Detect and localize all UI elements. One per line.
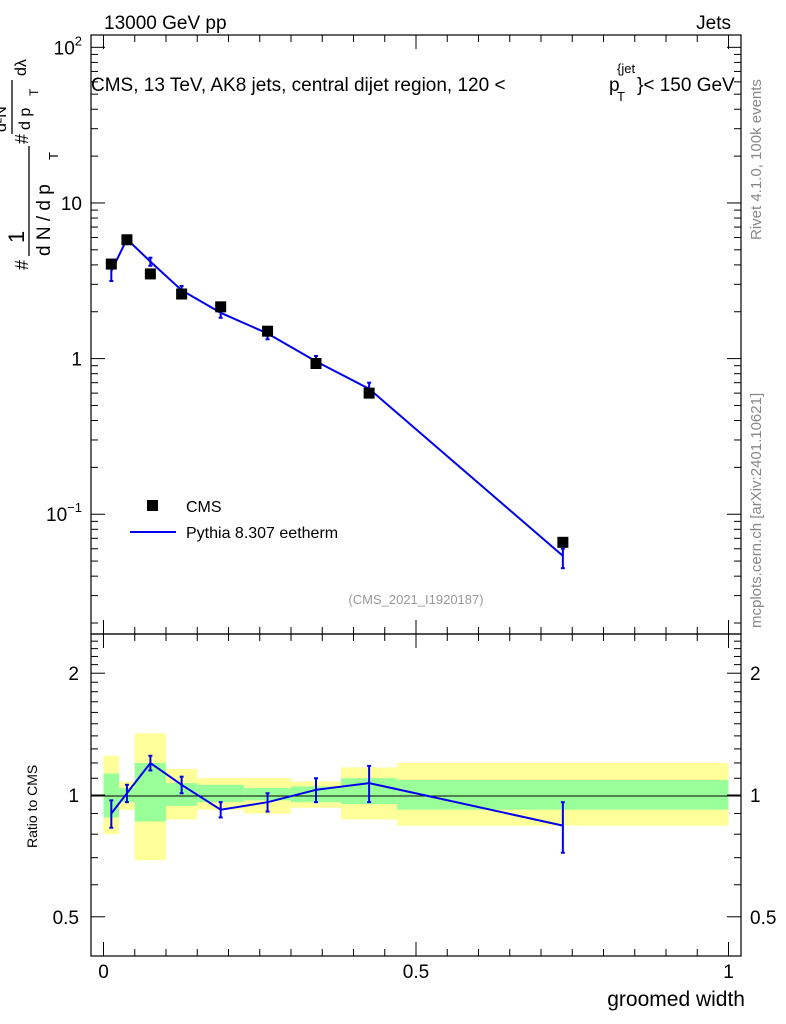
x-tick-label: 0.5	[403, 962, 429, 983]
ratio-plot-frame	[90, 633, 742, 957]
cms-data-point	[310, 357, 322, 369]
cms-data-point	[557, 536, 569, 548]
x-tick-label: 1	[723, 962, 734, 983]
ylabel-dlambda: dλ	[13, 59, 30, 76]
ratio-inner-band	[134, 762, 166, 822]
cms-data-point	[363, 387, 375, 399]
ratio-y-tick-label: 1	[68, 786, 79, 807]
ratio-inner-band	[197, 784, 245, 803]
ylabel-hash2: #	[12, 134, 32, 144]
title-superscript: {jet	[617, 61, 635, 76]
mcplots-credit-label: mcplots.cern.ch [arXiv:2401.10621]	[748, 393, 765, 628]
cms-data-point	[262, 325, 274, 337]
x-tick-labels: 0 0.5 1	[98, 962, 734, 983]
cms-data-point	[215, 301, 227, 313]
cms-data-point	[144, 268, 156, 280]
ratio-y-tick-labels: 0.5 0.5 1 1 2 2	[53, 664, 777, 929]
ratio-y-tick-label-right: 1	[750, 786, 761, 807]
ylabel-hash1: #	[12, 260, 32, 270]
plot-title: CMS, 13 TeV, AK8 jets, central dijet reg…	[91, 61, 735, 104]
main-plot-data	[105, 234, 569, 570]
legend-cms-label: CMS	[186, 499, 222, 516]
ratio-y-axis-label: Ratio to CMS	[24, 765, 40, 848]
process-label: Jets	[696, 13, 731, 34]
ratio-y-tick-label: 0.5	[53, 908, 79, 929]
ylabel-dpt-sub: T	[27, 88, 41, 96]
cms-data-point	[121, 234, 133, 246]
x-axis-label: groomed width	[607, 988, 745, 1011]
main-y-tick-label: 102	[54, 33, 82, 59]
title-pt-symbol: p	[609, 75, 620, 96]
ratio-plot-data	[109, 754, 565, 854]
x-tick-label: 0	[98, 962, 109, 983]
rivet-version-label: Rivet 4.1.0, 100k events	[748, 79, 765, 240]
ratio-y-tick-label-right: 2	[750, 664, 761, 685]
main-plot-frame	[90, 34, 742, 635]
analysis-id-label: (CMS_2021_I1920187)	[348, 592, 483, 607]
main-axis-ticks	[91, 35, 741, 634]
main-y-tick-label: 10−1	[46, 500, 82, 526]
title-subscript: T	[617, 89, 625, 104]
title-tail-text: }< 150 GeV	[637, 75, 735, 96]
ylabel-dpt: d p	[17, 108, 34, 130]
ylabel-dn-dpt: d N / d p	[34, 184, 55, 256]
ylabel-dn-dpt-sub: T	[46, 152, 61, 160]
pythia-line	[110, 237, 564, 557]
ratio-axis-ticks	[91, 634, 741, 957]
main-y-tick-labels: 10−1 1 10 102	[46, 33, 82, 526]
ylabel-d2n: d²N	[0, 106, 10, 132]
legend-pythia-label: Pythia 8.307 eetherm	[186, 525, 338, 542]
ratio-inner-band	[103, 773, 120, 818]
legend-cms-marker	[147, 500, 158, 511]
ratio-y-tick-label: 2	[68, 664, 79, 685]
legend: CMS Pythia 8.307 eetherm	[130, 499, 338, 542]
main-y-axis-label: # 1 d N / d p T # d²N d p T dλ	[0, 59, 61, 270]
ratio-y-tick-label-right: 0.5	[750, 908, 776, 929]
ylabel-one: 1	[4, 231, 29, 243]
collision-energy-label: 13000 GeV pp	[104, 13, 227, 34]
main-y-tick-label: 1	[71, 350, 82, 371]
main-y-tick-label: 10	[61, 194, 82, 215]
title-text: CMS, 13 TeV, AK8 jets, central dijet reg…	[91, 75, 506, 96]
cms-data-point	[105, 258, 117, 270]
cms-data-point	[176, 288, 188, 300]
ratio-uncertainty-bands	[103, 733, 729, 861]
